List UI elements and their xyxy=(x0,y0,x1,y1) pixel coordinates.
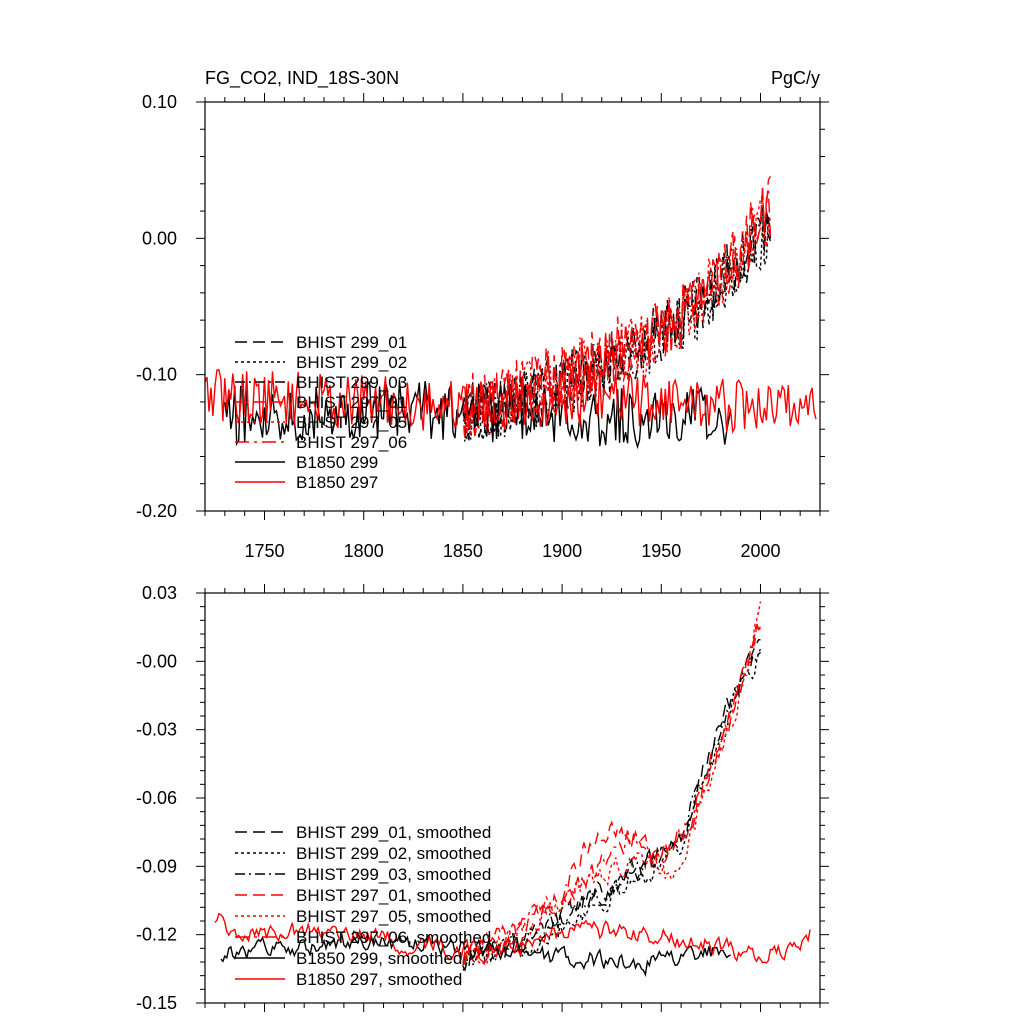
series-lines xyxy=(205,176,817,450)
x-tick-label: 1800 xyxy=(344,541,384,561)
y-tick-label: 0.00 xyxy=(142,228,177,248)
x-tick-label: 1750 xyxy=(244,541,284,561)
series-line xyxy=(462,216,772,440)
y-tick-label: -0.03 xyxy=(136,720,177,740)
legend: BHIST 299_01, smoothed BHIST 299_02, smoo… xyxy=(235,823,491,989)
x-tick-label: 1850 xyxy=(443,541,483,561)
y-tick-label: -0.10 xyxy=(136,365,177,385)
series-line xyxy=(462,639,761,972)
y-tick-label: -0.09 xyxy=(136,856,177,876)
legend-label: BHIST 299_03, smoothed xyxy=(296,865,491,884)
y-tick-label: -0.15 xyxy=(136,993,177,1013)
bottom-panel: -0.15 -0.12 -0.09 -0.06 -0.03 -0.00 0.03 BHIST … xyxy=(136,583,829,1013)
series-lines xyxy=(214,601,811,977)
series-line xyxy=(214,912,811,964)
y-tick-label: -0.20 xyxy=(136,501,177,521)
legend-label: BHIST 297_01, smoothed xyxy=(296,886,491,905)
y-tick-label: 0.10 xyxy=(142,92,177,112)
x-tick-label: 1900 xyxy=(542,541,582,561)
legend-label: BHIST 297_06, smoothed xyxy=(296,928,491,947)
series-line xyxy=(205,369,817,434)
y-tick-label: -0.06 xyxy=(136,788,177,808)
legend-label: B1850 299 xyxy=(296,453,378,472)
top-panel: FG_CO2, IND_18S-30N PgC/y 1750 1800 1850 19… xyxy=(136,68,829,561)
legend-label: BHIST 299_03 xyxy=(296,373,407,392)
legend-label: BHIST 297_05, smoothed xyxy=(296,907,491,926)
y-tick-label: -0.00 xyxy=(136,651,177,671)
top-panel-units: PgC/y xyxy=(771,68,820,88)
legend-label: B1850 299, smoothed xyxy=(296,949,462,968)
series-line xyxy=(462,187,772,438)
legend-label: B1850 297, smoothed xyxy=(296,970,462,989)
series-line xyxy=(462,648,762,971)
series-line xyxy=(462,601,762,966)
series-line xyxy=(220,932,731,977)
legend-label: B1850 297 xyxy=(296,473,378,492)
y-tick-label: -0.12 xyxy=(136,925,177,945)
series-line xyxy=(462,622,762,964)
series-line xyxy=(462,624,761,966)
legend-label: BHIST 297_06 xyxy=(296,433,407,452)
legend-label: BHIST 299_02, smoothed xyxy=(296,844,491,863)
plot-frame xyxy=(204,101,821,512)
x-tick-label: 1950 xyxy=(641,541,681,561)
series-line xyxy=(462,651,761,966)
legend-label: BHIST 299_02 xyxy=(296,353,407,372)
legend-label: BHIST 299_01 xyxy=(296,333,407,352)
y-tick-label: 0.03 xyxy=(142,583,177,603)
legend-label: BHIST 297_05 xyxy=(296,413,407,432)
top-panel-title: FG_CO2, IND_18S-30N xyxy=(205,68,399,89)
x-tick-label: 2000 xyxy=(740,541,780,561)
legend-label: BHIST 297_01 xyxy=(296,393,407,412)
legend-label: BHIST 299_01, smoothed xyxy=(296,823,491,842)
